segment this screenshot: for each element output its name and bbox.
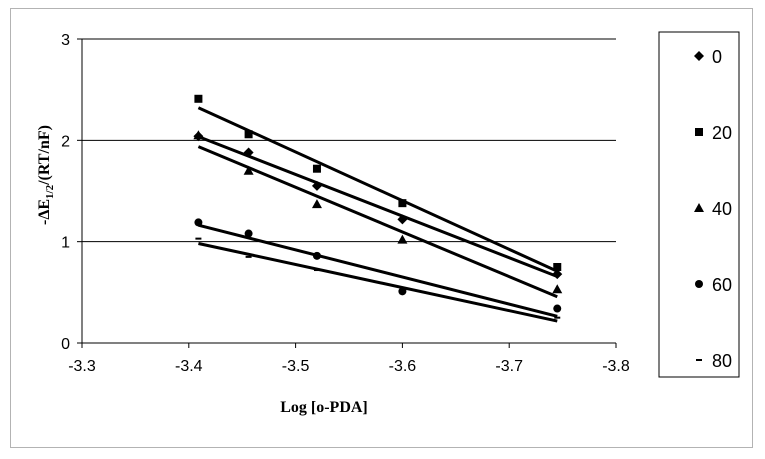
legend-label: 80 bbox=[712, 351, 732, 371]
data-point bbox=[313, 269, 320, 272]
data-point bbox=[398, 199, 407, 208]
x-axis-title: Log [o-PDA] bbox=[280, 399, 368, 416]
data-point bbox=[244, 229, 253, 238]
x-tick-label: -3.6 bbox=[389, 358, 417, 375]
trendlines bbox=[197, 106, 558, 323]
data-point bbox=[311, 199, 322, 209]
data-point bbox=[245, 255, 252, 258]
chart-frame: 0 1 2 3 -3.3 -3.4 -3.5 -3.6 -3.7 -3.8 Log [o-PDA]… bbox=[10, 8, 753, 448]
data-point bbox=[398, 287, 407, 296]
x-tick-label: -3.7 bbox=[495, 358, 523, 375]
data-point bbox=[397, 214, 408, 225]
data-point bbox=[193, 130, 204, 140]
legend-label: 20 bbox=[712, 123, 732, 143]
legend-label: 0 bbox=[712, 47, 722, 67]
data-points bbox=[193, 94, 563, 319]
legend-label: 40 bbox=[712, 199, 732, 219]
data-point bbox=[243, 165, 254, 175]
legend-marker bbox=[694, 203, 704, 212]
x-tick-label: -3.8 bbox=[602, 358, 630, 375]
trendline bbox=[197, 106, 558, 273]
x-tick-label: -3.5 bbox=[282, 358, 310, 375]
trendline bbox=[197, 135, 558, 278]
legend-marker bbox=[695, 280, 703, 288]
y-tick-label: 0 bbox=[61, 336, 70, 353]
data-point bbox=[194, 94, 203, 103]
y-axis-title: -ΔE1/2/(RT/nF) bbox=[36, 125, 56, 225]
legend-marker bbox=[694, 51, 704, 61]
chart: 0 1 2 3 -3.3 -3.4 -3.5 -3.6 -3.7 -3.8 Log [o-PDA]… bbox=[36, 31, 740, 416]
data-point bbox=[312, 164, 321, 173]
axes: 0 1 2 3 -3.3 -3.4 -3.5 -3.6 -3.7 -3.8 bbox=[61, 32, 630, 375]
data-point bbox=[552, 284, 563, 294]
data-point bbox=[397, 234, 408, 244]
legend-label: 60 bbox=[712, 275, 732, 295]
y-tick-label: 3 bbox=[61, 32, 70, 49]
y-tick-label: 1 bbox=[61, 235, 70, 252]
data-point bbox=[194, 218, 203, 227]
data-point bbox=[553, 263, 562, 271]
trendline bbox=[198, 223, 558, 318]
trendline bbox=[198, 242, 558, 323]
data-point bbox=[312, 251, 321, 260]
data-point bbox=[399, 291, 406, 294]
gridlines bbox=[82, 38, 616, 243]
data-point bbox=[195, 237, 202, 240]
legend: 0 20 40 60 80 bbox=[658, 31, 740, 378]
y-tick-label: 2 bbox=[61, 133, 70, 150]
data-point bbox=[311, 180, 322, 191]
legend-marker bbox=[696, 359, 702, 361]
legend-marker bbox=[695, 128, 703, 136]
data-point bbox=[244, 130, 253, 139]
x-tick-label: -3.4 bbox=[175, 358, 203, 375]
data-point bbox=[552, 269, 563, 280]
data-point bbox=[243, 147, 254, 158]
x-tick-label: -3.3 bbox=[68, 358, 96, 375]
trendline bbox=[197, 145, 558, 299]
data-point bbox=[554, 316, 561, 319]
data-point bbox=[553, 304, 562, 313]
